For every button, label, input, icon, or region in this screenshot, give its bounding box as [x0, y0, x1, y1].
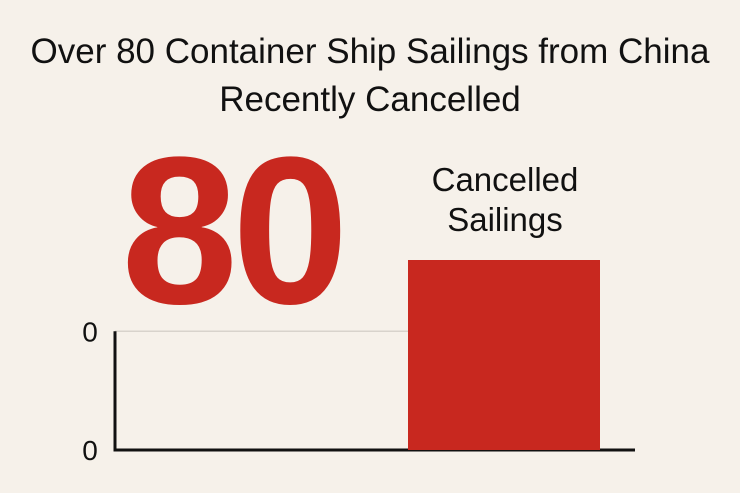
category-label: Cancelled Sailings [431, 161, 579, 238]
bar [408, 260, 600, 450]
y-tick-label: 0 [82, 435, 98, 466]
chart-title: Over 80 Container Ship Sailings from Chi… [30, 32, 710, 119]
y-tick-label: 0 [82, 316, 98, 347]
value-label: 80 [121, 113, 343, 348]
